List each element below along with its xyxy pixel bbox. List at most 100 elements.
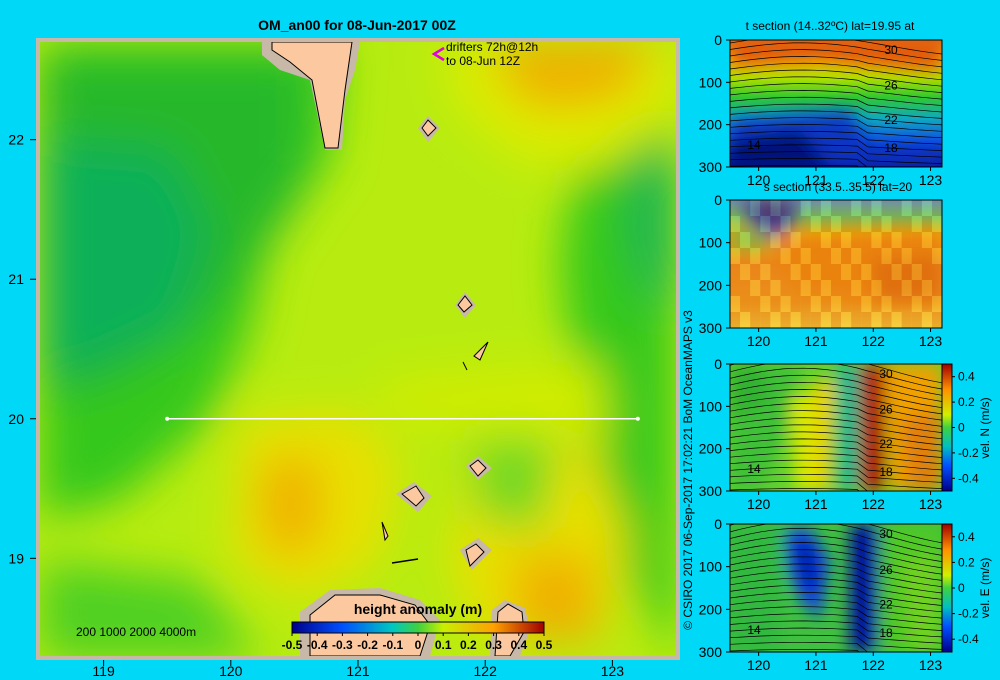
- s-section-cell: [730, 280, 741, 296]
- s-section-cell: [932, 232, 942, 248]
- s-section-cell: [820, 200, 831, 216]
- s-section-cell: [841, 248, 852, 264]
- colorbar-tick-label: -0.1: [382, 638, 403, 652]
- s-section-cell: [831, 232, 842, 248]
- drifter-label-line1: drifters 72h@12h: [446, 40, 538, 54]
- contour-line: [730, 164, 860, 167]
- contour-line: [730, 599, 942, 619]
- s-section-cell: [730, 216, 741, 232]
- map-x-tick-label: 120: [219, 663, 243, 679]
- s-section-cell: [780, 216, 791, 232]
- colorbar-tick-label: -0.2: [357, 638, 378, 652]
- contour-label: 14: [747, 462, 761, 476]
- colorbar-tick-label: 0.4: [510, 638, 527, 652]
- map-y-tick-label: 20: [8, 411, 24, 427]
- s-section-cell: [911, 216, 922, 232]
- colorbar-tick-label: -0.5: [282, 638, 303, 652]
- s-section-cell: [881, 248, 892, 264]
- t-section-title: t section (14..32ºC) lat=19.95 at: [746, 19, 915, 33]
- contour-line: [730, 570, 942, 594]
- s-section-cell: [911, 264, 922, 280]
- s-section-cell: [800, 264, 811, 280]
- panel-x-tick-label: 123: [919, 657, 943, 673]
- panel-y-tick-label: 300: [699, 483, 723, 499]
- vel-tick-label: 0: [958, 581, 965, 595]
- contour-line: [730, 524, 942, 544]
- contour-label: 18: [879, 465, 893, 479]
- contour-line: [730, 431, 942, 452]
- contour-label: 22: [879, 437, 893, 451]
- contour-label: 26: [879, 403, 893, 417]
- contour-line: [730, 76, 942, 93]
- contour-line: [730, 151, 942, 164]
- colorbar-tick-label: 0.5: [536, 638, 553, 652]
- contour-label: 26: [879, 563, 893, 577]
- vel-tick-label: 0.4: [958, 370, 975, 384]
- s-section-field: [730, 200, 942, 328]
- s-section-cell: [891, 200, 902, 216]
- vel-tick-label: -0.2: [958, 446, 979, 460]
- s-section-cell: [820, 296, 831, 312]
- s-section-cell: [750, 200, 761, 216]
- s-section-cell: [851, 296, 862, 312]
- s-section-cell: [780, 280, 791, 296]
- vel-tick-label: 0.2: [958, 395, 975, 409]
- contour-line: [730, 613, 942, 631]
- s-section-cell: [901, 264, 912, 280]
- s-section-cell: [800, 216, 811, 232]
- s-section-cell: [901, 312, 912, 328]
- s-section-cell: [901, 280, 912, 296]
- s-section-cell: [851, 232, 862, 248]
- s-section-cell: [810, 200, 821, 216]
- s-section-cell: [810, 280, 821, 296]
- s-section-cell: [911, 296, 922, 312]
- vel-n-colorbar: 0.4 0.2 0 -0.2 -0.4 vel. N (m/s): [941, 363, 992, 492]
- s-section-cell: [740, 248, 751, 264]
- panel-x-tick-label: 122: [862, 657, 886, 673]
- s-section-cell: [881, 200, 892, 216]
- contour-line: [730, 130, 942, 145]
- s-section-cell: [831, 280, 842, 296]
- contour-line: [730, 577, 942, 600]
- s-section-cell: [831, 264, 842, 280]
- contour-label: 22: [884, 113, 898, 127]
- panel-x-tick-label: 120: [747, 333, 771, 349]
- s-section-cell: [911, 312, 922, 328]
- s-section-title: s section (33.5..35.5) lat=20: [764, 180, 913, 194]
- panel-y-tick-label: 100: [699, 559, 723, 575]
- s-section-cell: [790, 296, 801, 312]
- s-section-cell: [881, 312, 892, 328]
- s-section-cell: [901, 200, 912, 216]
- section-line-end: [635, 416, 640, 421]
- panel-y-tick-label: 0: [714, 192, 722, 208]
- panel-x-tick-label: 121: [804, 496, 828, 512]
- contour-line: [730, 396, 942, 421]
- contour-line: [730, 445, 942, 465]
- map-x-ticks: 119 120 121 122 123: [92, 660, 624, 679]
- panel-y-tick-label: 0: [714, 32, 722, 48]
- s-section-cell: [851, 264, 862, 280]
- s-section-cell: [871, 280, 882, 296]
- vel-tick-label: 0.4: [958, 530, 975, 544]
- contour-line: [730, 481, 868, 491]
- s-section-cell: [841, 216, 852, 232]
- contour-label: 18: [884, 141, 898, 155]
- s-section-cell: [810, 248, 821, 264]
- vel-tick-label: -0.2: [958, 607, 979, 621]
- s-section-cell: [831, 296, 842, 312]
- credit-text: © CSIRO 2017 06-Sep-2017 17:02:21 BoM Oc…: [681, 310, 695, 630]
- contour-label: 14: [747, 623, 761, 637]
- s-section-cell: [780, 264, 791, 280]
- contour-line: [730, 535, 942, 562]
- contour-line: [730, 563, 942, 588]
- s-section-cell: [851, 312, 862, 328]
- contour-label: 14: [747, 138, 761, 152]
- panel-y-tick-label: 300: [699, 159, 723, 175]
- s-section-cell: [810, 232, 821, 248]
- s-section-cell: [881, 216, 892, 232]
- s-section-cell: [770, 216, 781, 232]
- s-section-cell: [911, 232, 922, 248]
- s-section-cell: [760, 248, 771, 264]
- contour-line: [730, 124, 942, 139]
